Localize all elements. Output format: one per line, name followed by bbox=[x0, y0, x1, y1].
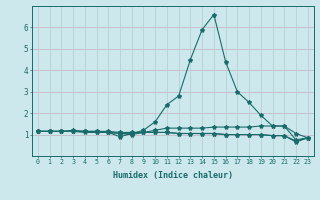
X-axis label: Humidex (Indice chaleur): Humidex (Indice chaleur) bbox=[113, 171, 233, 180]
